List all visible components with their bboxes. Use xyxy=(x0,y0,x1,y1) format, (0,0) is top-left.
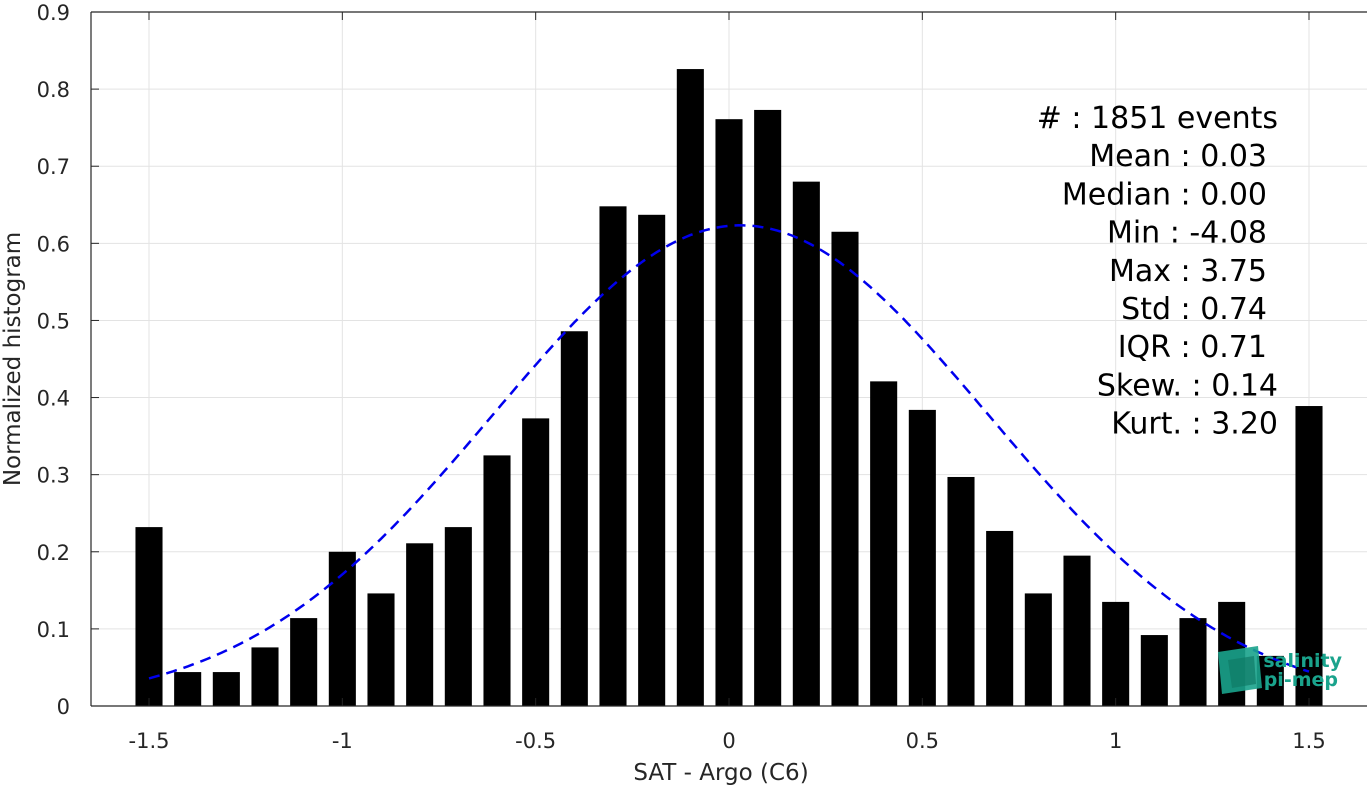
histogram-bar xyxy=(251,647,279,706)
y-tick-label: 0.2 xyxy=(37,541,70,565)
histogram-bar xyxy=(212,672,240,706)
histogram-bar xyxy=(560,331,588,706)
histogram-bar xyxy=(831,231,859,706)
x-tick-label: 1 xyxy=(1109,729,1122,753)
stat-line: Mean : 0.03 xyxy=(1089,139,1267,174)
x-tick-labels: -1.5 -1 -0.5 0 0.5 1 1.5 xyxy=(129,729,1326,753)
stat-line: Min : -4.08 xyxy=(1107,216,1267,251)
histogram-bar xyxy=(406,543,434,706)
y-tick-label: 0.8 xyxy=(37,78,70,102)
histogram-bar xyxy=(1140,635,1168,706)
gaussian-fit-curve xyxy=(148,224,1310,680)
histogram-bar xyxy=(483,455,511,706)
histogram-bar xyxy=(986,530,1014,706)
stat-line: # : 1851 events xyxy=(1037,101,1278,136)
logo-line2: pi-mep xyxy=(1264,669,1338,691)
histogram-bar xyxy=(135,527,163,706)
y-tick-label: 0.6 xyxy=(37,232,70,256)
y-axis-title: Normalized histogram xyxy=(0,232,26,486)
histogram-bar xyxy=(792,181,820,707)
histogram-bar xyxy=(290,618,318,706)
y-tick-labels: 0 0.1 0.2 0.3 0.4 0.5 0.6 0.7 0.8 0.9 xyxy=(37,1,70,719)
x-axis-title: SAT - Argo (C6) xyxy=(633,760,808,786)
logo-mark-shade-icon xyxy=(1228,656,1256,688)
logo-line1: salinity xyxy=(1263,650,1342,672)
histogram-bar xyxy=(754,109,782,707)
histogram-bar xyxy=(444,527,472,706)
axes xyxy=(90,11,1367,707)
histogram-bar xyxy=(1295,406,1323,706)
stat-line: Max : 3.75 xyxy=(1109,254,1267,289)
salinity-pi-mep-logo: salinity pi-mep xyxy=(1218,646,1343,694)
histogram-bar xyxy=(1063,555,1091,706)
stat-line: Kurt. : 3.20 xyxy=(1111,407,1278,442)
histogram-bar xyxy=(367,593,395,706)
histogram-bar xyxy=(870,381,898,706)
histogram-bar xyxy=(328,551,356,706)
histogram-bar xyxy=(638,214,666,706)
histogram-bar xyxy=(715,119,743,706)
histogram-bar xyxy=(676,69,704,706)
x-tick-label: 0.5 xyxy=(906,729,939,753)
y-tick-label: 0.3 xyxy=(37,464,70,488)
histogram-bar xyxy=(1102,601,1130,706)
y-tick-label: 0.9 xyxy=(37,1,70,25)
y-tick-label: 0.1 xyxy=(37,618,70,642)
histogram-bar xyxy=(599,206,627,706)
y-tick-label: 0.4 xyxy=(37,387,70,411)
x-tick-label: -1 xyxy=(332,729,353,753)
x-tick-label: -0.5 xyxy=(515,729,556,753)
stat-line: IQR : 0.71 xyxy=(1118,330,1267,365)
y-tick-label: 0.5 xyxy=(37,309,70,333)
histogram-bar xyxy=(1024,593,1052,706)
x-tick-label: 0 xyxy=(722,729,735,753)
x-tick-label: 1.5 xyxy=(1292,729,1325,753)
x-tick-label: -1.5 xyxy=(129,729,170,753)
histogram-bar xyxy=(947,476,975,706)
histogram-bar xyxy=(174,672,202,706)
stat-line: Skew. : 0.14 xyxy=(1097,368,1278,403)
y-tick-label: 0 xyxy=(57,695,70,719)
y-tick-label: 0.7 xyxy=(37,155,70,179)
stat-line: Std : 0.74 xyxy=(1121,292,1267,327)
stat-line: Median : 0.00 xyxy=(1062,177,1267,212)
histogram-bar xyxy=(522,418,550,706)
histogram-bar xyxy=(1179,618,1207,706)
histogram-bar xyxy=(908,409,936,706)
